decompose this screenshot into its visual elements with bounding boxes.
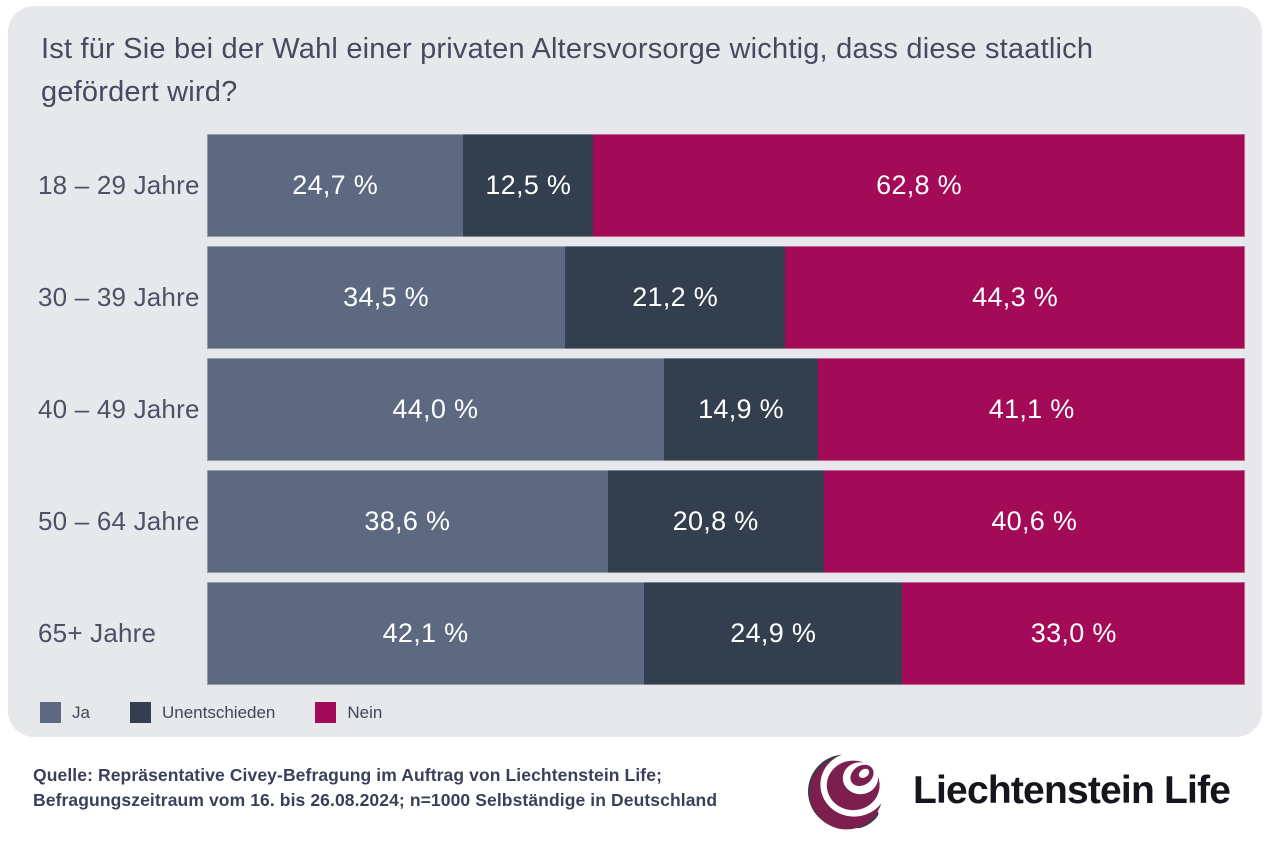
source-line-2: Befragungszeitraum vom 16. bis 26.08.202…	[33, 790, 718, 810]
bar-segment-ja: 34,5 %	[207, 246, 566, 349]
bar-segment-nein: 44,3 %	[785, 246, 1245, 349]
legend-item-nein: Nein	[315, 702, 382, 723]
stacked-bar: 24,7 % 12,5 % 62,8 %	[207, 134, 1245, 237]
bar-segment-unentschieden: 20,8 %	[607, 470, 824, 573]
bar-segment-nein: 62,8 %	[593, 134, 1245, 237]
bar-segment-unentschieden: 21,2 %	[565, 246, 786, 349]
chart-row: 65+ Jahre 42,1 % 24,9 % 33,0 %	[38, 582, 1245, 685]
bar-segment-nein: 33,0 %	[902, 582, 1245, 685]
stacked-bar: 38,6 % 20,8 % 40,6 %	[207, 470, 1245, 573]
chart-row: 50 – 64 Jahre 38,6 % 20,8 % 40,6 %	[38, 470, 1245, 573]
chart-row: 40 – 49 Jahre 44,0 % 14,9 % 41,1 %	[38, 358, 1245, 461]
chart-legend: Ja Unentschieden Nein	[40, 702, 382, 723]
bar-segment-ja: 24,7 %	[207, 134, 464, 237]
bar-segment-ja: 38,6 %	[207, 470, 608, 573]
legend-swatch-unentschieden	[129, 702, 151, 723]
bar-segment-unentschieden: 12,5 %	[463, 134, 594, 237]
stacked-bar: 44,0 % 14,9 % 41,1 %	[207, 358, 1245, 461]
bar-segment-unentschieden: 14,9 %	[663, 358, 819, 461]
source-text: Quelle: Repräsentative Civey-Befragung i…	[33, 763, 717, 813]
logo-wordmark: Liechtenstein Life	[913, 769, 1231, 812]
bar-segment-nein: 41,1 %	[818, 358, 1245, 461]
legend-swatch-ja	[40, 702, 61, 723]
legend-swatch-nein	[315, 702, 337, 723]
chart-row: 30 – 39 Jahre 34,5 % 21,2 % 44,3 %	[38, 246, 1245, 349]
chart-card: Ist für Sie bei der Wahl einer privaten …	[8, 6, 1262, 737]
age-group-label: 40 – 49 Jahre	[38, 394, 200, 424]
legend-item-unentschieden: Unentschieden	[129, 702, 276, 723]
liechtenstein-life-logo: Liechtenstein Life	[806, 751, 1231, 831]
age-group-label: 30 – 39 Jahre	[38, 282, 200, 312]
bar-segment-unentschieden: 24,9 %	[643, 582, 903, 685]
stacked-bar: 34,5 % 21,2 % 44,3 %	[207, 246, 1245, 349]
legend-label: Nein	[347, 702, 383, 722]
legend-label: Unentschieden	[161, 702, 276, 722]
source-line-1: Quelle: Repräsentative Civey-Befragung i…	[33, 765, 662, 785]
chart-title: Ist für Sie bei der Wahl einer privaten …	[41, 33, 1094, 108]
chart-row: 18 – 29 Jahre 24,7 % 12,5 % 62,8 %	[38, 134, 1245, 237]
stacked-bar-chart: 18 – 29 Jahre 24,7 % 12,5 % 62,8 % 30 – 39 J…	[38, 134, 1245, 685]
bar-segment-nein: 40,6 %	[823, 470, 1245, 573]
bar-segment-ja: 42,1 %	[207, 582, 644, 685]
liechtenstein-life-globe-icon	[806, 751, 886, 831]
legend-item-ja: Ja	[40, 702, 90, 723]
bar-segment-ja: 44,0 %	[207, 358, 664, 461]
legend-label: Ja	[72, 702, 90, 722]
stacked-bar: 42,1 % 24,9 % 33,0 %	[207, 582, 1245, 685]
age-group-label: 18 – 29 Jahre	[38, 170, 200, 200]
age-group-label: 65+ Jahre	[38, 618, 157, 648]
age-group-label: 50 – 64 Jahre	[38, 506, 200, 536]
